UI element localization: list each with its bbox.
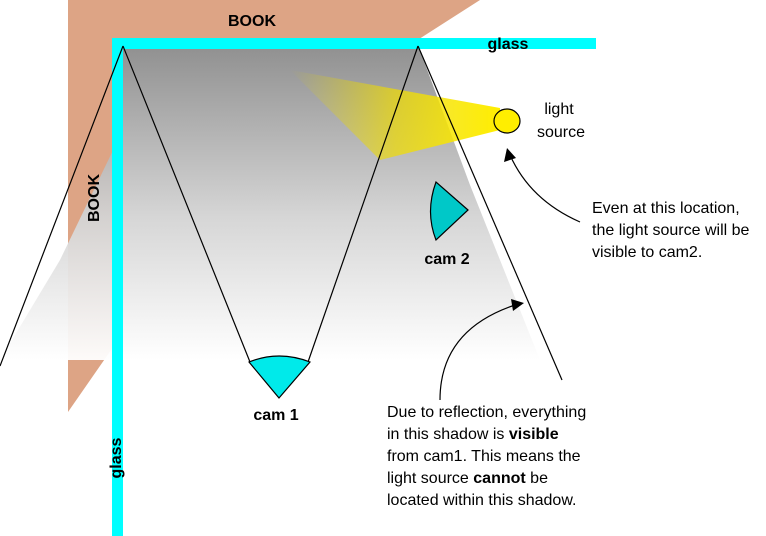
book-side-label: BOOK [86,174,103,222]
note-bottom-line4: light source cannot be [387,468,627,490]
book-top-label: BOOK [228,13,276,30]
glass-top-label: glass [488,36,529,53]
book-shape [68,0,480,412]
cam1-label: cam 1 [253,407,298,424]
cam1-left-ray [122,45,251,363]
note-bottom-line5: located within this shadow. [387,492,577,509]
cam1-right-ray [307,45,419,363]
arrow-to-light [509,154,581,223]
arrow-to-light-head [504,148,516,162]
light-source-icon [493,108,521,134]
note-shadow-reflection: Due to reflection, everything in this sh… [387,402,627,512]
reflected-ray-left [0,45,124,367]
note-cam2-visibility: Even at this location, the light source … [592,198,764,264]
cam2-icon [429,180,469,242]
note-right-line1: Even at this location, [592,200,740,217]
note-bottom-line4-text: light source [387,470,474,487]
light-label-line2: source [537,124,585,141]
note-bottom-line4-bold: cannot [473,470,526,487]
note-bottom-line2-bold: visible [508,426,559,443]
note-bottom-line3: from cam1. This means the [387,448,581,465]
note-bottom-line4-tail: be [525,470,548,487]
note-right-line3: visible to cam2. [592,244,703,261]
glass-top-strip [112,38,596,49]
note-right-line2: the light source will be [592,222,750,239]
light-beam [290,70,500,160]
arrow-to-shadow [439,304,516,401]
note-bottom-line2: in this shadow is visible [387,424,627,446]
glass-side-label: glass [108,437,125,478]
light-label-line1: light [544,101,574,118]
glass-side-strip [112,38,123,536]
arrow-to-shadow-head [511,299,524,311]
note-bottom-line1: Due to reflection, everything [387,404,587,421]
cam1-icon [248,355,312,399]
note-bottom-line2-text: in this shadow is [387,426,509,443]
cam2-label: cam 2 [424,251,469,268]
reflected-ray-right [417,45,563,381]
